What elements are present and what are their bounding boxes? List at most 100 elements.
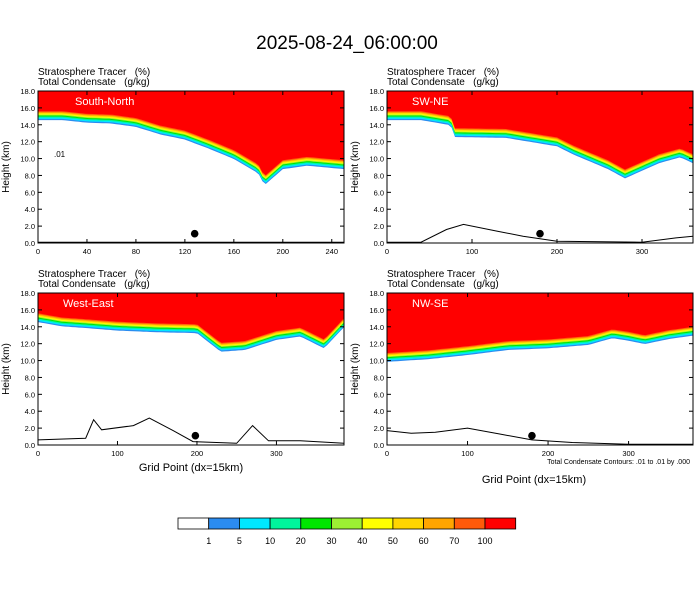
y-tick-label: 14.0 (369, 121, 384, 130)
y-tick-label: 10.0 (20, 357, 35, 366)
plot-frame (386, 90, 694, 244)
plot-frame (37, 292, 345, 446)
panel-label: South-North (75, 96, 134, 108)
y-axis-label: Height (km) (1, 343, 12, 395)
x-tick-label: 300 (636, 247, 649, 256)
colorbar-swatch (208, 517, 240, 530)
y-tick-label: 2.0 (25, 222, 35, 231)
y-tick-label: 4.0 (25, 407, 35, 416)
y-tick-label: 16.0 (20, 104, 35, 113)
panel-label: SW-NE (412, 96, 448, 108)
colorbar-label: 100 (477, 536, 492, 546)
colorbar-swatch (484, 517, 517, 530)
panel-label: NW-SE (412, 298, 448, 310)
y-tick-label: 0.0 (374, 441, 384, 450)
x-tick-label: 200 (542, 449, 555, 458)
footnote: Total Condensate Contours: .01 to .01 by… (547, 459, 690, 466)
colorbar-label: 60 (419, 536, 429, 546)
y-tick-label: 6.0 (374, 390, 384, 399)
y-tick-label: 8.0 (25, 171, 35, 180)
colorbar-label: 40 (357, 536, 367, 546)
field-label-tracer: Stratosphere Tracer (%) (38, 269, 150, 280)
colorbar-label: 20 (296, 536, 306, 546)
y-tick-label: 4.0 (374, 205, 384, 214)
plot-frame (37, 90, 345, 244)
terrain-line (387, 223, 693, 243)
y-tick-label: 6.0 (25, 188, 35, 197)
y-tick-label: 18.0 (369, 289, 384, 298)
y-tick-label: 4.0 (25, 205, 35, 214)
y-tick-label: 2.0 (374, 222, 384, 231)
colorbar-label: 30 (326, 536, 336, 546)
y-tick-label: 6.0 (25, 390, 35, 399)
tracer-core (38, 293, 344, 343)
x-tick-label: 0 (385, 247, 389, 256)
panel-south-north: Stratosphere Tracer (%) Total Condensate… (1, 67, 345, 256)
y-tick-label: 12.0 (369, 340, 384, 349)
terrain-line (38, 417, 344, 444)
y-tick-label: 14.0 (20, 323, 35, 332)
x-tick-label: 100 (461, 449, 474, 458)
terrain-line (387, 427, 693, 445)
x-tick-label: 100 (466, 247, 479, 256)
colorbar: 1 5 10 20 30 40 50 60 70 100 (177, 517, 517, 546)
y-tick-label: 8.0 (25, 373, 35, 382)
plot-frame (386, 292, 694, 446)
field-label-condensate: Total Condensate (g/kg) (387, 77, 499, 88)
colorbar-label: 1 (206, 536, 211, 546)
y-tick-label: 8.0 (374, 171, 384, 180)
y-tick-label: 8.0 (374, 373, 384, 382)
x-tick-label: 300 (622, 449, 635, 458)
colorbar-swatch (423, 517, 455, 530)
y-tick-label: 2.0 (374, 424, 384, 433)
colorbar-swatch (269, 517, 302, 530)
x-axis-label: Grid Point (dx=15km) (482, 474, 586, 486)
tracer-core (387, 91, 693, 170)
y-tick-label: 12.0 (369, 138, 384, 147)
colorbar-swatch (239, 517, 271, 530)
y-tick-label: 14.0 (369, 323, 384, 332)
y-axis-label: Height (km) (350, 343, 361, 395)
panel-sw-ne: Stratosphere Tracer (%) Total Condensate… (350, 67, 694, 256)
y-tick-label: 18.0 (20, 289, 35, 298)
colorbar-swatch (300, 517, 332, 530)
y-tick-label: 16.0 (369, 104, 384, 113)
colorbar-swatch (361, 517, 394, 530)
x-tick-label: 200 (551, 247, 564, 256)
y-tick-label: 12.0 (20, 138, 35, 147)
y-axis-label: Height (km) (1, 141, 12, 193)
x-tick-label: 0 (385, 449, 389, 458)
x-tick-label: 160 (228, 247, 241, 256)
y-tick-label: 18.0 (20, 87, 35, 96)
x-tick-label: 0 (36, 247, 40, 256)
colorbar-label: 10 (265, 536, 275, 546)
colorbar-label: 50 (388, 536, 398, 546)
y-tick-label: 10.0 (20, 155, 35, 164)
y-tick-label: 12.0 (20, 340, 35, 349)
field-label-tracer: Stratosphere Tracer (%) (38, 67, 150, 78)
colorbar-label: 70 (449, 536, 459, 546)
field-label-condensate: Total Condensate (g/kg) (38, 77, 150, 88)
location-marker (190, 229, 199, 238)
y-tick-label: 16.0 (20, 306, 35, 315)
y-tick-label: 14.0 (20, 121, 35, 130)
tracer-core (387, 293, 693, 353)
colorbar-swatch (331, 517, 363, 530)
location-marker (536, 229, 544, 238)
x-tick-label: 120 (179, 247, 192, 256)
y-tick-label: 18.0 (369, 87, 384, 96)
x-tick-label: 200 (277, 247, 290, 256)
y-tick-label: 0.0 (25, 239, 35, 248)
panel-west-east: Stratosphere Tracer (%) Total Condensate… (1, 269, 345, 474)
figure-title: 2025-08-24_06:00:00 (256, 33, 438, 54)
y-axis-label: Height (km) (350, 141, 361, 193)
x-tick-label: 200 (191, 449, 204, 458)
y-tick-label: 0.0 (374, 239, 384, 248)
colorbar-label: 5 (237, 536, 242, 546)
tracer-core (38, 91, 344, 176)
panel-nw-se: Stratosphere Tracer (%) Total Condensate… (350, 269, 694, 486)
location-marker (191, 431, 200, 440)
x-tick-label: 240 (326, 247, 339, 256)
x-tick-label: 80 (132, 247, 140, 256)
